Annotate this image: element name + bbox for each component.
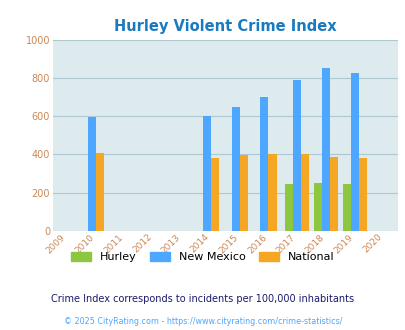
Bar (96, 153, 104, 231)
Bar (211, 158, 218, 231)
Bar (342, 183, 350, 231)
Bar (202, 116, 211, 231)
Bar (313, 183, 321, 231)
Bar (329, 157, 337, 231)
Bar (268, 154, 276, 231)
Bar (292, 80, 301, 231)
Bar (358, 158, 366, 231)
Text: Crime Index corresponds to incidents per 100,000 inhabitants: Crime Index corresponds to incidents per… (51, 294, 354, 304)
Bar (350, 73, 358, 231)
Legend: Hurley, New Mexico, National: Hurley, New Mexico, National (67, 248, 338, 267)
Bar (321, 68, 329, 231)
Title: Hurley Violent Crime Index: Hurley Violent Crime Index (114, 19, 336, 34)
Bar (231, 107, 239, 231)
Bar (284, 184, 292, 231)
Bar (260, 97, 268, 231)
Bar (239, 155, 247, 231)
Bar (301, 154, 309, 231)
Text: © 2025 CityRating.com - https://www.cityrating.com/crime-statistics/: © 2025 CityRating.com - https://www.city… (64, 317, 341, 326)
Bar (87, 117, 96, 231)
